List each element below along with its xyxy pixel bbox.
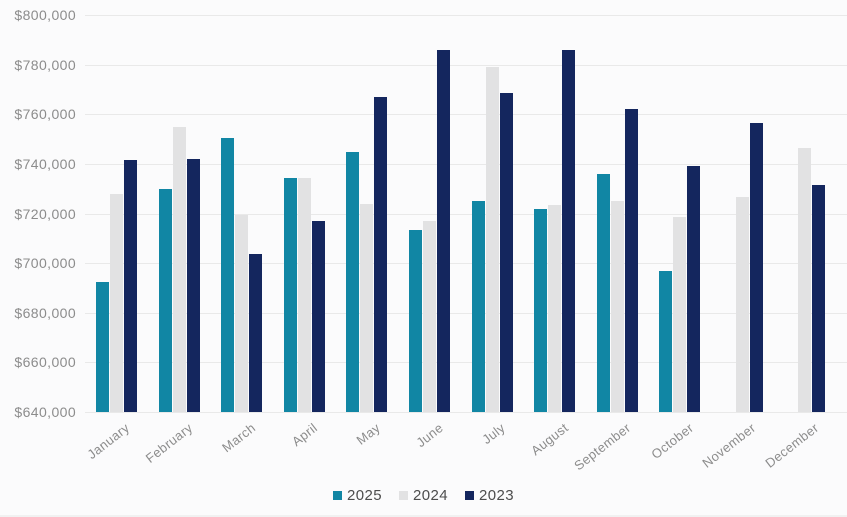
- bar-2025-october[interactable]: [659, 270, 673, 412]
- legend-item-2024[interactable]: 2024: [399, 487, 448, 504]
- chart-legend: 2025 2024 2023: [0, 487, 847, 504]
- bar-2023-september[interactable]: [624, 109, 638, 412]
- bar-2025-august[interactable]: [534, 208, 548, 412]
- x-tick-label-december: December: [762, 420, 822, 471]
- legend-swatch-2025: [333, 491, 343, 500]
- gridline-740000: [85, 163, 847, 165]
- gridline-680000: [85, 312, 847, 314]
- bar-2024-november[interactable]: [735, 197, 749, 412]
- x-tick-label-august: August: [527, 420, 571, 459]
- plot-area: [85, 15, 847, 413]
- bar-2025-june[interactable]: [408, 229, 422, 412]
- bar-2024-january[interactable]: [110, 193, 123, 412]
- legend-label: 2023: [478, 487, 514, 504]
- legend-label: 2024: [413, 487, 448, 504]
- bar-2025-march[interactable]: [221, 137, 235, 412]
- bar-2024-october[interactable]: [673, 217, 687, 412]
- x-tick-label-october: October: [648, 420, 696, 463]
- legend-swatch-2024: [399, 491, 408, 500]
- x-tick-label-april: April: [289, 420, 321, 450]
- bar-2023-april[interactable]: [311, 220, 325, 412]
- gridline-700000: [85, 263, 847, 265]
- bar-2025-january[interactable]: [96, 281, 109, 412]
- legend-swatch-2023: [464, 491, 474, 500]
- bar-2024-february[interactable]: [172, 126, 186, 412]
- y-tick-label: $760,000: [14, 106, 76, 123]
- y-tick-label: $640,000: [14, 404, 76, 420]
- x-tick-label-september: September: [571, 420, 634, 474]
- x-tick-label-july: July: [479, 420, 509, 448]
- bar-2023-october[interactable]: [687, 166, 701, 412]
- bar-2024-july[interactable]: [485, 67, 499, 412]
- x-tick-label-january: January: [84, 420, 133, 463]
- gridline-800000: [85, 15, 847, 16]
- bar-2023-july[interactable]: [499, 93, 513, 412]
- bar-2025-july[interactable]: [471, 201, 485, 412]
- y-tick-label: $660,000: [14, 354, 76, 371]
- bar-2024-august[interactable]: [548, 204, 562, 412]
- bar-2023-june[interactable]: [436, 49, 450, 412]
- gridline-760000: [85, 114, 847, 116]
- x-tick-label-november: November: [699, 420, 759, 471]
- window-bottom-edge: [0, 515, 847, 517]
- bar-2024-may[interactable]: [360, 203, 374, 412]
- legend-item-2023[interactable]: 2023: [464, 487, 514, 504]
- y-tick-label: $700,000: [14, 255, 76, 272]
- x-tick-label-march: March: [218, 420, 258, 456]
- bar-2023-february[interactable]: [186, 158, 200, 412]
- bar-2024-september[interactable]: [610, 201, 624, 412]
- x-tick-label-february: February: [142, 420, 196, 466]
- y-tick-label: $780,000: [14, 56, 76, 73]
- bar-2025-may[interactable]: [346, 151, 360, 412]
- y-tick-label: $740,000: [14, 155, 76, 172]
- x-tick-label-june: June: [412, 420, 446, 451]
- bar-2024-december[interactable]: [798, 147, 812, 412]
- bar-2025-april[interactable]: [283, 177, 297, 412]
- gridline-720000: [85, 213, 847, 215]
- bar-2023-march[interactable]: [249, 254, 263, 412]
- bar-2024-april[interactable]: [297, 177, 311, 412]
- bar-2023-november[interactable]: [749, 122, 763, 412]
- gridline-660000: [85, 362, 847, 364]
- legend-label: 2025: [347, 487, 382, 504]
- bar-2023-may[interactable]: [374, 96, 388, 412]
- y-tick-label: $680,000: [14, 304, 76, 321]
- bar-2023-december[interactable]: [812, 185, 826, 412]
- bar-2024-march[interactable]: [235, 214, 249, 412]
- y-tick-label: $800,000: [14, 7, 76, 23]
- legend-item-2025[interactable]: 2025: [333, 487, 382, 504]
- x-tick-label-may: May: [353, 420, 384, 448]
- bar-2024-june[interactable]: [422, 220, 436, 412]
- bar-2025-september[interactable]: [596, 173, 610, 412]
- gridline-640000: [85, 412, 847, 413]
- bar-2025-february[interactable]: [158, 188, 172, 412]
- bar-2023-january[interactable]: [124, 160, 137, 412]
- y-tick-label: $720,000: [14, 205, 76, 222]
- gridline-780000: [85, 64, 847, 66]
- bar-2023-august[interactable]: [562, 49, 576, 412]
